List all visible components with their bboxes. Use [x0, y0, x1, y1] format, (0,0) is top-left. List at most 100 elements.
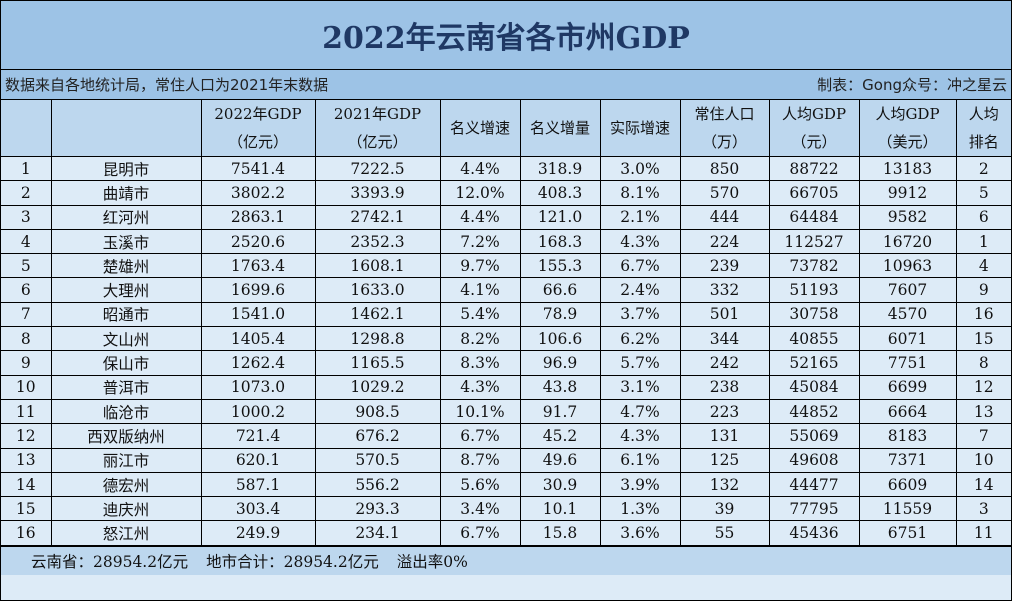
table-cell: 501: [679, 301, 770, 328]
table-cell: 1000.2: [200, 398, 316, 425]
table-cell: 7.2%: [439, 228, 521, 255]
table-cell: 2863.1: [200, 204, 316, 230]
table-cell: 10963: [858, 253, 957, 279]
column-header-unit: （亿元）: [314, 128, 441, 157]
table-cell: 91.7: [519, 398, 601, 425]
table-cell: 红河州: [50, 204, 202, 230]
table-cell: 408.3: [519, 180, 601, 206]
table-cell: 15: [1, 496, 52, 522]
table-row: 7 昭通市 1541.0 1462.1 5.4% 78.9 3.7% 501 30758 4570…: [1, 301, 1011, 328]
table-cell: 1763.4: [200, 253, 316, 279]
table-cell: 121.0: [519, 204, 601, 230]
table-cell: 2520.6: [200, 228, 316, 255]
table-cell: 1298.8: [314, 326, 441, 352]
table-cell: 15.8: [519, 520, 601, 546]
table-row: 15 迪庆州 303.4 293.3 3.4% 10.1 1.3% 39 77795 11559 3: [1, 496, 1011, 522]
table-cell: 1029.2: [314, 374, 441, 400]
table-cell: 155.3: [519, 253, 601, 279]
column-header: 名义增量: [519, 100, 601, 157]
table-cell: 8.3%: [439, 350, 521, 376]
table-cell: 106.6: [519, 326, 601, 352]
table-row: 12 西双版纳州 721.4 676.2 6.7% 45.2 4.3% 131 55069 818…: [1, 423, 1011, 449]
table-cell: 7: [955, 423, 1011, 449]
table-cell: 迪庆州: [50, 496, 202, 522]
column-header: 人均GDP: [858, 100, 957, 128]
table-cell: 5.7%: [599, 350, 681, 376]
column-header-unit: （亿元）: [201, 128, 316, 157]
table-cell: 12: [1, 423, 52, 449]
table-cell: 132: [679, 471, 770, 498]
table-cell: 3.9%: [599, 471, 681, 498]
table-cell: 3.1%: [599, 374, 681, 400]
footer-summary: 云南省：28954.2亿元 地市合计：28954.2亿元 溢出率0%: [1, 545, 1011, 575]
table-cell: 怒江州: [50, 520, 202, 546]
table-cell: 249.9: [200, 520, 316, 546]
table-cell: 10.1: [519, 496, 601, 522]
table-cell: 51193: [768, 277, 860, 303]
table-row: 6 大理州 1699.6 1633.0 4.1% 66.6 2.4% 332 51193 7607…: [1, 277, 1011, 303]
table-cell: 4.4%: [439, 155, 521, 182]
table-cell: 344: [679, 326, 770, 352]
table-cell: 78.9: [519, 301, 601, 328]
table-cell: 908.5: [314, 398, 441, 425]
table-cell: 8183: [858, 423, 957, 449]
table-cell: 6.2%: [599, 326, 681, 352]
table-row: 3 红河州 2863.1 2742.1 4.4% 121.0 2.1% 444 64484 958…: [1, 204, 1011, 230]
column-header: 实际增速: [599, 100, 681, 157]
table-cell: 3: [955, 496, 1011, 522]
table-cell: 293.3: [314, 496, 441, 522]
column-header-unit: （元）: [768, 128, 860, 157]
table-cell: 3.6%: [599, 520, 681, 546]
table-cell: 1699.6: [200, 277, 316, 303]
table-cell: 3393.9: [314, 180, 441, 206]
credit-note: 制表：Gong众号：冲之星云: [817, 76, 1007, 94]
table-cell: 4.1%: [439, 277, 521, 303]
table-cell: 2352.3: [314, 228, 441, 255]
column-header: 名义增速: [439, 100, 521, 157]
column-header-unit: 排名: [955, 128, 1011, 157]
gdp-table: 2022年GDP 2021年GDP 名义增速 名义增量 实际增速 常住人口 人均GDP 人均G…: [1, 100, 1011, 546]
subtitle-bar: 数据来自各地统计局，常住人口为2021年末数据 制表：Gong众号：冲之星云: [1, 70, 1011, 100]
table-cell: 1: [955, 228, 1011, 255]
table-cell: 556.2: [314, 471, 441, 498]
table-cell: 4.3%: [599, 423, 681, 449]
table-cell: 587.1: [200, 471, 316, 498]
table-cell: 39: [679, 496, 770, 522]
table-cell: 1165.5: [314, 350, 441, 376]
table-cell: 620.1: [200, 447, 316, 473]
overflow-rate: 溢出率0%: [396, 552, 468, 571]
table-cell: 4: [1, 228, 52, 255]
table-cell: 3802.2: [200, 180, 316, 206]
table-cell: 大理州: [50, 277, 202, 303]
table-cell: 13183: [858, 155, 957, 182]
table-cell: 45436: [768, 520, 860, 546]
table-cell: 52165: [768, 350, 860, 376]
table-cell: 2: [955, 155, 1011, 182]
table-cell: 168.3: [519, 228, 601, 255]
table-cell: 玉溪市: [50, 228, 202, 255]
table-cell: 临沧市: [50, 398, 202, 425]
table-cell: 文山州: [50, 326, 202, 352]
table-cell: 49608: [768, 447, 860, 473]
table-cell: 2.4%: [599, 277, 681, 303]
column-header-unit: （万）: [679, 128, 770, 157]
table-cell: 318.9: [519, 155, 601, 182]
table-row: 4 玉溪市 2520.6 2352.3 7.2% 168.3 4.3% 224 112527 16…: [1, 228, 1011, 255]
table-cell: 2.1%: [599, 204, 681, 230]
table-cell: 1405.4: [200, 326, 316, 352]
table-row: 1 昆明市 7541.4 7222.5 4.4% 318.9 3.0% 850 88722 131…: [1, 155, 1011, 182]
table-cell: 7607: [858, 277, 957, 303]
table-cell: 125: [679, 447, 770, 473]
table-cell: 4.7%: [599, 398, 681, 425]
table-cell: 1608.1: [314, 253, 441, 279]
table-cell: 9582: [858, 204, 957, 230]
table-cell: 224: [679, 228, 770, 255]
table-row: 5 楚雄州 1763.4 1608.1 9.7% 155.3 6.7% 239 73782 109…: [1, 253, 1011, 279]
table-body: 1 昆明市 7541.4 7222.5 4.4% 318.9 3.0% 850 88722 131…: [1, 155, 1011, 546]
table-cell: 6609: [858, 471, 957, 498]
table-cell: 112527: [768, 228, 860, 255]
table-cell: 7371: [858, 447, 957, 473]
table-cell: 5: [1, 253, 52, 279]
table-cell: 15: [955, 326, 1011, 352]
table-cell: 64484: [768, 204, 860, 230]
